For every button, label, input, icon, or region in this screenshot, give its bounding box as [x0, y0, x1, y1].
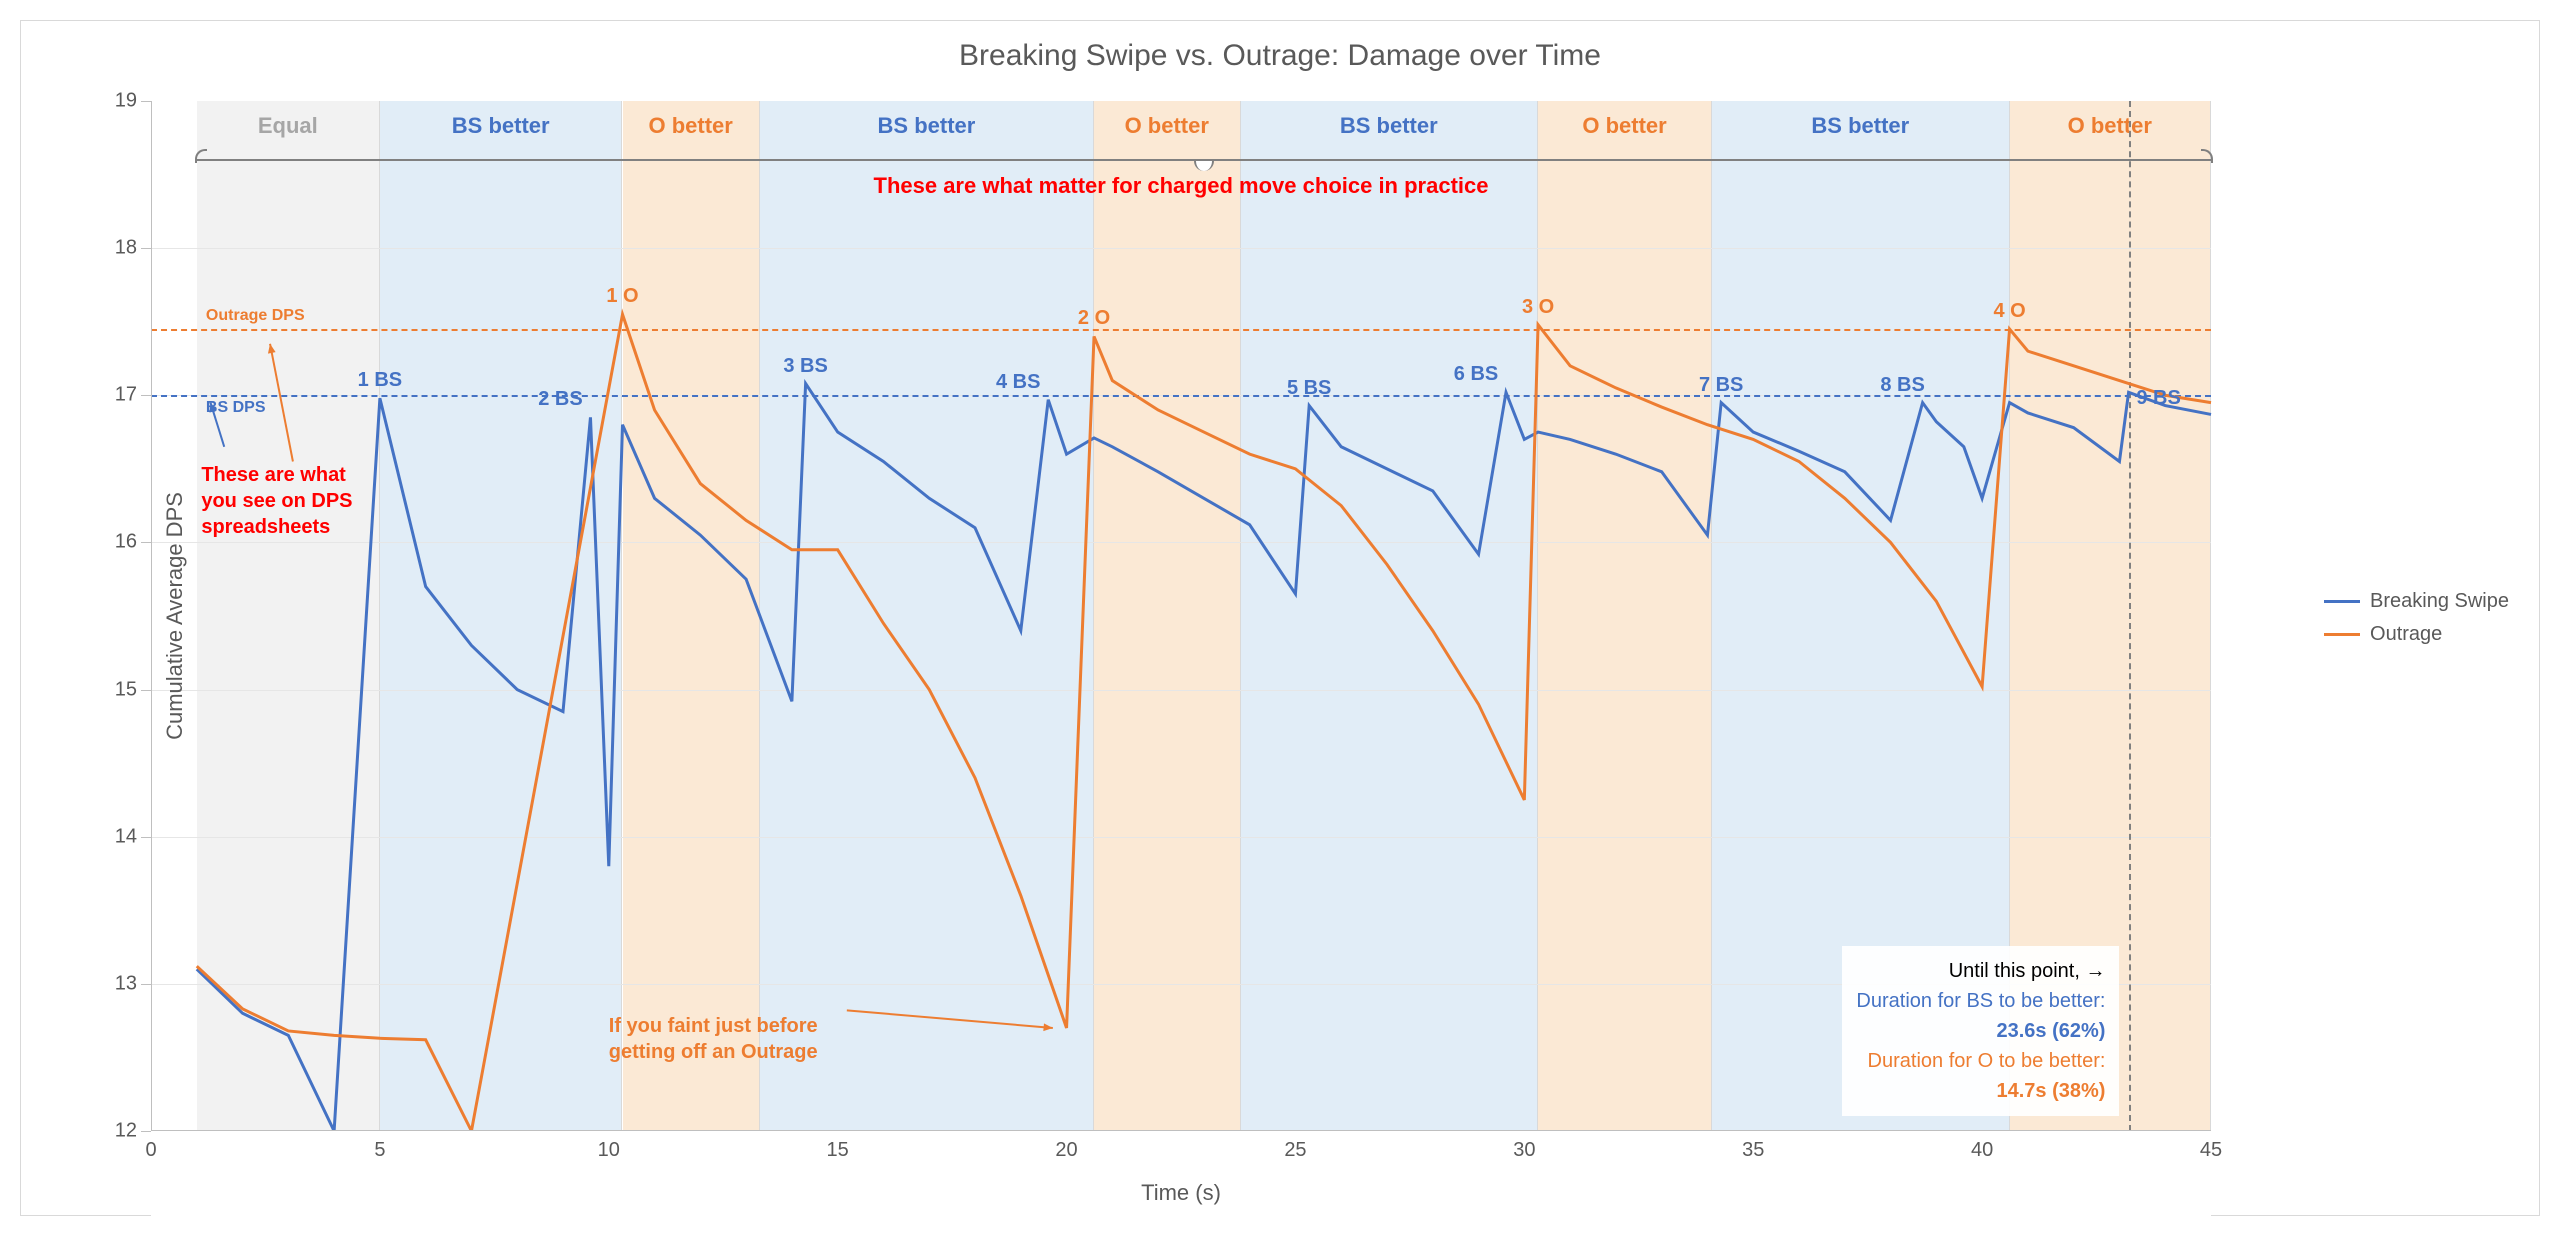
plot-border: [151, 101, 2211, 1131]
y-tick: [141, 837, 151, 838]
x-tick-label: 10: [598, 1139, 620, 1162]
legend-label: Outrage: [2370, 623, 2442, 646]
y-tick-label: 14: [97, 825, 137, 848]
legend: Breaking Swipe Outrage: [2324, 580, 2509, 656]
y-tick-label: 12: [97, 1120, 137, 1143]
y-tick-label: 16: [97, 531, 137, 554]
y-tick-label: 15: [97, 678, 137, 701]
chart-container: Breaking Swipe vs. Outrage: Damage over …: [20, 20, 2540, 1216]
y-tick: [141, 101, 151, 102]
legend-item: Outrage: [2324, 623, 2509, 646]
x-axis-label: Time (s): [1141, 1180, 1221, 1206]
legend-swatch-icon: [2324, 600, 2360, 603]
x-tick-label: 0: [145, 1139, 156, 1162]
x-tick-label: 40: [1971, 1139, 1993, 1162]
y-tick: [141, 690, 151, 691]
y-tick: [141, 395, 151, 396]
legend-label: Breaking Swipe: [2370, 590, 2509, 613]
y-tick: [141, 542, 151, 543]
x-tick-label: 35: [1742, 1139, 1764, 1162]
x-tick-label: 15: [827, 1139, 849, 1162]
y-tick-label: 13: [97, 972, 137, 995]
y-tick: [141, 248, 151, 249]
chart-title: Breaking Swipe vs. Outrage: Damage over …: [21, 39, 2539, 73]
legend-item: Breaking Swipe: [2324, 590, 2509, 613]
x-tick-label: 5: [374, 1139, 385, 1162]
plot-area: EqualBS betterO betterBS betterO betterB…: [151, 101, 2211, 1131]
y-tick: [141, 1131, 151, 1132]
legend-swatch-icon: [2324, 633, 2360, 636]
y-tick: [141, 984, 151, 985]
y-tick-label: 19: [97, 90, 137, 113]
x-tick-label: 45: [2200, 1139, 2222, 1162]
y-tick-label: 17: [97, 384, 137, 407]
x-tick-label: 20: [1055, 1139, 1077, 1162]
x-tick-label: 25: [1284, 1139, 1306, 1162]
x-tick-label: 30: [1513, 1139, 1535, 1162]
y-tick-label: 18: [97, 237, 137, 260]
